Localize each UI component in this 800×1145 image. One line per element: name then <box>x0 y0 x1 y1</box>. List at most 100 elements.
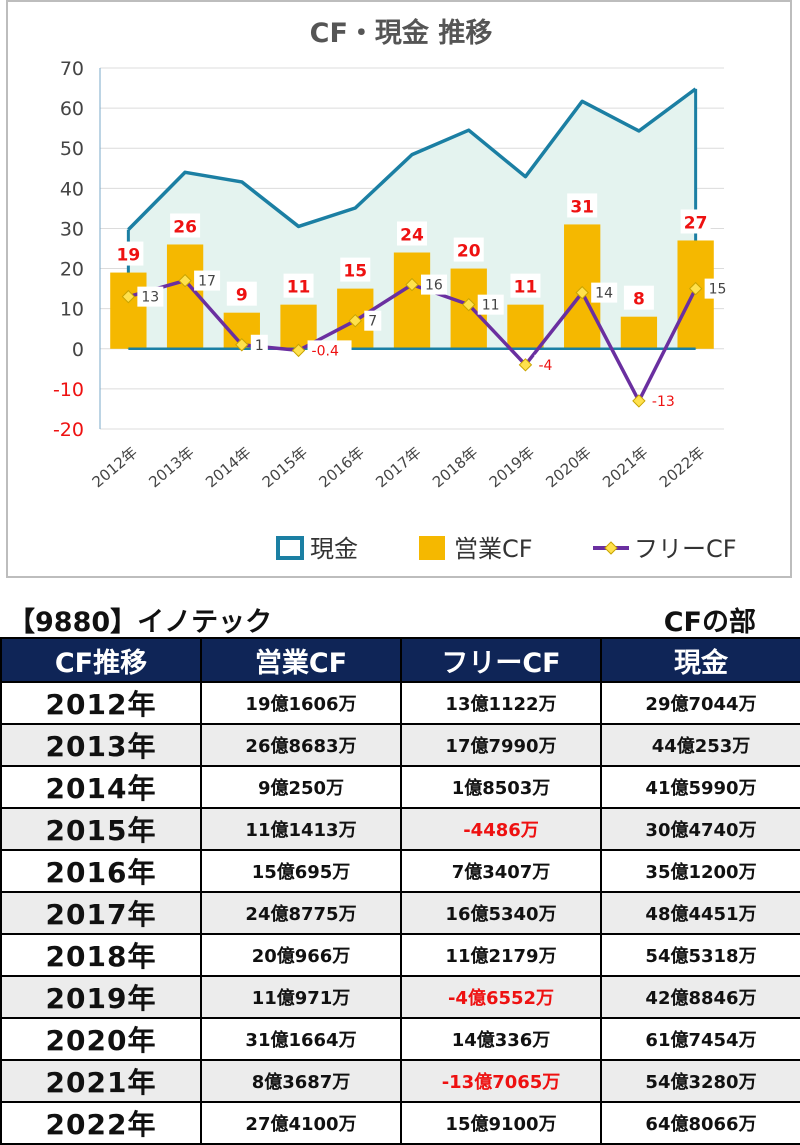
free-cf-point <box>405 277 419 292</box>
y-tick-label: 0 <box>72 339 84 361</box>
cash-cell: 61億7454万 <box>600 1017 800 1061</box>
x-tick-label: 2018年 <box>429 443 481 491</box>
operating-cf-label: 9 <box>236 286 248 306</box>
operating-cf-cell: 11億1413万 <box>200 807 402 851</box>
x-tick-label: 2016年 <box>316 443 368 491</box>
operating-cf-label: 11 <box>287 278 311 298</box>
section-title: CFの部 <box>663 607 756 638</box>
operating-cf-cell: 26億8683万 <box>200 723 402 767</box>
x-tick-label: 2013年 <box>145 443 197 491</box>
free-cf-label: 11 <box>482 298 500 314</box>
label-background <box>340 257 371 282</box>
label-background <box>567 193 598 218</box>
cash-area <box>128 88 696 349</box>
free-cf-label: 13 <box>141 290 159 306</box>
cf-table: CF推移 営業CF フリーCF 現金 2012年 19億1606万 13億1122万… <box>0 637 800 1145</box>
y-tick-label: 10 <box>60 299 84 321</box>
label-background <box>113 241 144 266</box>
legend-swatch-operating-cf <box>419 536 445 560</box>
operating-cf-cell: 9億250万 <box>200 765 402 809</box>
free-cf-label: 7 <box>368 314 377 330</box>
label-background <box>194 270 221 291</box>
operating-cf-bar <box>507 304 544 349</box>
operating-cf-cell: 20億966万 <box>200 933 402 977</box>
free-cf-cell: -4486万 <box>400 807 602 851</box>
cash-cell: 30億4740万 <box>600 807 800 851</box>
label-background <box>170 213 201 238</box>
cash-cell: 54億3280万 <box>600 1059 800 1103</box>
cash-cell: 48億4451万 <box>600 891 800 935</box>
year-cell: 2021年 <box>0 1059 202 1103</box>
operating-cf-label: 27 <box>684 213 708 233</box>
x-tick-label: 2022年 <box>656 443 708 491</box>
table-row: 2017年 24億8775万 16億5340万 48億4451万 <box>0 891 800 935</box>
free-cf-cell: -4億6552万 <box>400 975 602 1019</box>
table-row: 2013年 26億8683万 17億7990万 44億253万 <box>0 723 800 767</box>
legend-swatch-cash <box>276 536 304 560</box>
free-cf-label: -13 <box>652 394 675 410</box>
operating-cf-label: 24 <box>400 226 424 246</box>
operating-cf-cell: 31億1664万 <box>200 1017 402 1061</box>
year-cell: 2016年 <box>0 849 202 893</box>
free-cf-label: 1 <box>255 338 264 354</box>
table-row: 2020年 31億1664万 14億336万 61億7454万 <box>0 1017 800 1061</box>
operating-cf-cell: 27億4100万 <box>200 1101 402 1145</box>
label-background <box>307 340 352 361</box>
free-cf-point <box>688 281 703 296</box>
label-background <box>421 274 447 295</box>
y-tick-label: 30 <box>60 218 84 240</box>
x-tick-label: 2014年 <box>202 443 254 491</box>
label-background <box>226 281 257 306</box>
free-cf-cell: 14億336万 <box>400 1017 602 1061</box>
year-cell: 2019年 <box>0 975 202 1019</box>
free-cf-label: 17 <box>198 274 216 290</box>
x-tick-label: 2015年 <box>259 443 311 491</box>
operating-cf-bar <box>110 272 147 349</box>
free-cf-label: 16 <box>425 278 443 294</box>
free-cf-point <box>518 358 533 372</box>
chart-title: CF・現金 推移 <box>310 17 493 49</box>
label-background <box>647 390 683 411</box>
table-row: 2018年 20億966万 11億2179万 54億5318万 <box>0 933 800 977</box>
col-header-free-cf: フリーCF <box>400 637 602 683</box>
operating-cf-label: 8 <box>633 290 645 310</box>
table-row: 2022年 27億4100万 15億9100万 64億8066万 <box>0 1101 800 1145</box>
x-tick-label: 2021年 <box>599 443 651 491</box>
operating-cf-label: 19 <box>117 246 141 266</box>
cash-cell: 29億7044万 <box>600 681 800 725</box>
label-background <box>283 273 314 298</box>
cash-cell: 41億5990万 <box>600 765 800 809</box>
operating-cf-label: 11 <box>514 278 538 298</box>
free-cf-cell: 1億8503万 <box>400 765 602 809</box>
free-cf-cell: -13億7065万 <box>400 1059 602 1103</box>
free-cf-point <box>291 343 306 358</box>
cash-cell: 42億8846万 <box>600 975 800 1019</box>
free-cf-point <box>348 313 362 328</box>
cash-cell: 64億8066万 <box>600 1101 800 1145</box>
x-tick-label: 2019年 <box>486 443 538 491</box>
legend-marker-free-cf <box>604 541 618 555</box>
free-cf-cell: 17億7990万 <box>400 723 602 767</box>
free-cf-cell: 13億1122万 <box>400 681 602 725</box>
cash-cell: 44億253万 <box>600 723 800 767</box>
table-row: 2015年 11億1413万 -4486万 30億4740万 <box>0 807 800 851</box>
label-background <box>704 278 731 299</box>
free-cf-label: 15 <box>709 282 727 298</box>
cash-line <box>127 87 697 231</box>
legend-label-free-cf: フリーCF <box>634 535 737 563</box>
operating-cf-bar <box>393 252 431 349</box>
free-cf-cell: 15億9100万 <box>400 1101 602 1145</box>
free-cf-label: 14 <box>595 286 613 302</box>
free-cf-point <box>121 289 136 304</box>
operating-cf-cell: 15億695万 <box>200 849 402 893</box>
operating-cf-label: 15 <box>343 262 367 282</box>
y-tick-label: 70 <box>60 58 84 80</box>
label-background <box>623 285 654 310</box>
free-cf-point <box>632 394 646 408</box>
operating-cf-cell: 24億8775万 <box>200 891 402 935</box>
y-tick-label: -10 <box>53 379 84 401</box>
year-cell: 2018年 <box>0 933 202 977</box>
company-name: 【9880】イノテック <box>8 607 273 638</box>
table-row: 2012年 19億1606万 13億1122万 29億7044万 <box>0 681 800 725</box>
year-cell: 2012年 <box>0 681 202 725</box>
